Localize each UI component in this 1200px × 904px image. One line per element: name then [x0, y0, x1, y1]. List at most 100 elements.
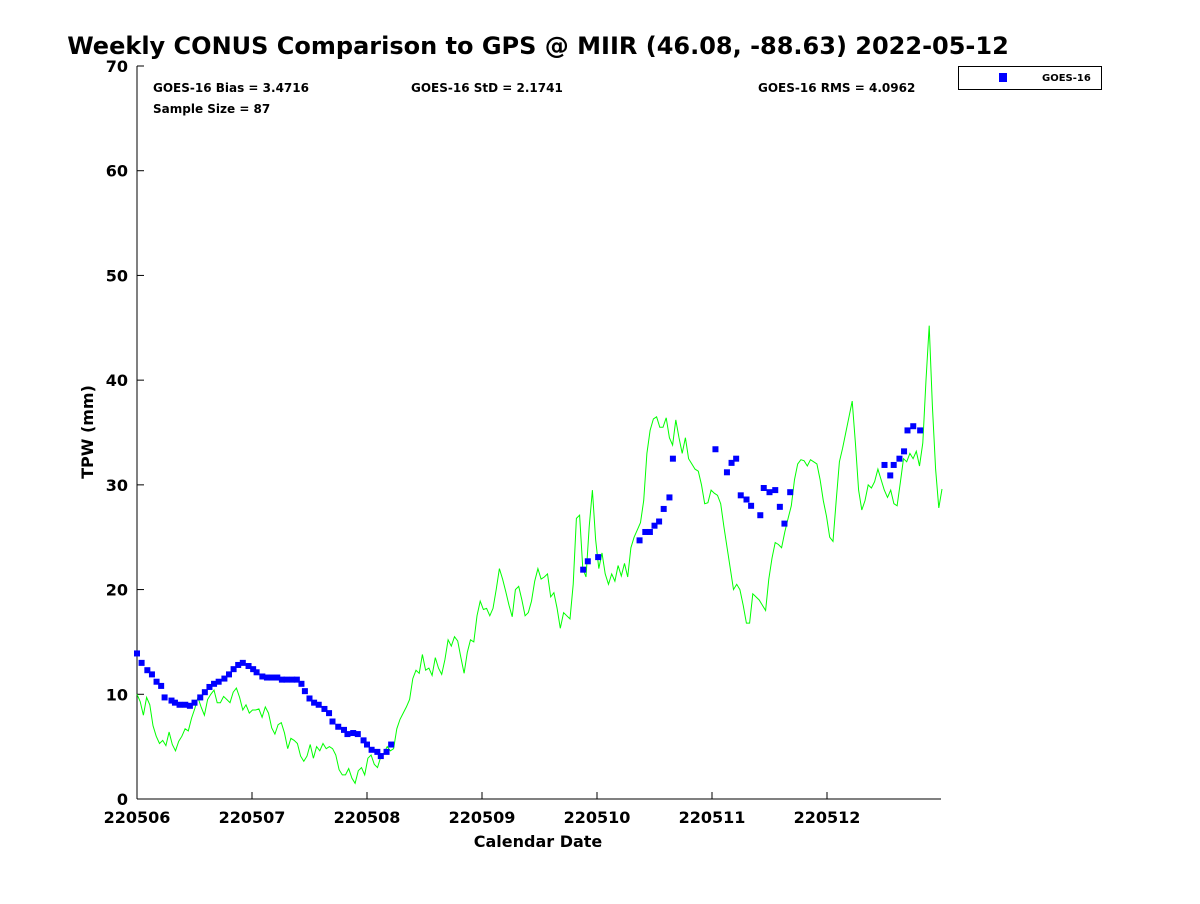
goes-point	[268, 674, 275, 681]
x-tick-label: 220508	[334, 808, 401, 827]
stat-sample-size: Sample Size = 87	[153, 102, 270, 116]
goes-point	[306, 695, 313, 702]
goes-point	[250, 666, 257, 673]
y-tick-label: 10	[106, 685, 128, 704]
goes-point	[201, 689, 208, 696]
goes-point	[335, 723, 342, 730]
goes-point	[186, 702, 193, 709]
legend-marker-goes	[999, 73, 1007, 82]
x-tick-label: 220506	[104, 808, 171, 827]
goes-point	[737, 492, 744, 499]
chart-title: Weekly CONUS Comparison to GPS @ MIIR (4…	[67, 32, 1009, 60]
goes-point	[368, 746, 375, 753]
gps-series	[136, 325, 943, 785]
goes-point	[666, 494, 673, 501]
goes-point	[239, 659, 246, 666]
goes-point	[215, 678, 222, 685]
goes-point	[760, 484, 767, 491]
goes-point	[263, 674, 270, 681]
stat-std: GOES-16 StD = 2.1741	[411, 81, 563, 95]
goes-point	[772, 487, 779, 494]
goes-point	[278, 676, 285, 683]
goes-point	[283, 676, 290, 683]
goes-point	[298, 680, 305, 687]
goes-point	[766, 489, 773, 496]
goes-point	[144, 667, 151, 674]
goes-point	[723, 469, 730, 476]
goes-point	[289, 676, 296, 683]
goes-point	[259, 673, 266, 680]
goes-point	[206, 683, 213, 690]
y-tick-label: 0	[117, 790, 128, 809]
goes-point	[781, 520, 788, 527]
goes-point	[660, 505, 667, 512]
goes-point	[787, 489, 794, 496]
gps-line	[136, 325, 943, 785]
goes-point	[712, 446, 719, 453]
y-tick-label: 50	[106, 266, 128, 285]
goes-point	[148, 671, 155, 678]
goes-point	[274, 674, 281, 681]
goes-point	[377, 753, 384, 760]
x-tick-label: 220512	[794, 808, 861, 827]
goes-point	[656, 518, 663, 525]
goes-point	[383, 748, 390, 755]
goes-point	[329, 718, 336, 725]
goes-point	[341, 726, 347, 733]
goes-point	[743, 496, 750, 503]
goes-point	[321, 705, 328, 712]
goes-point	[301, 688, 308, 695]
goes-point	[374, 748, 381, 755]
goes-point	[138, 659, 145, 666]
goes-point	[344, 731, 351, 738]
y-tick-label: 70	[106, 57, 128, 76]
goes-point	[595, 554, 602, 561]
goes-point	[896, 455, 903, 462]
y-tick-label: 40	[106, 371, 128, 390]
goes-point	[364, 741, 370, 748]
x-tick-label: 220507	[219, 808, 286, 827]
y-tick-label: 20	[106, 581, 128, 600]
goes-point	[776, 503, 783, 510]
goes-point	[890, 461, 897, 468]
goes-point	[293, 676, 300, 683]
goes-point	[176, 701, 183, 708]
goes-point	[881, 461, 888, 468]
goes-point	[360, 737, 367, 744]
goes-point	[134, 650, 140, 657]
goes-point	[211, 680, 218, 687]
legend-box	[958, 66, 1102, 90]
axes: 0 10 20 30 40 50 60 70 220506 220507 220508 220509 2…	[104, 57, 941, 827]
legend-label-goes: GOES-16	[1042, 73, 1091, 84]
goes-point	[326, 710, 333, 717]
y-tick-label: 60	[106, 162, 128, 181]
goes-point	[757, 512, 764, 519]
goes-point	[245, 663, 252, 670]
goes-point	[901, 448, 908, 455]
goes-point	[646, 528, 653, 535]
goes-point	[388, 741, 395, 748]
goes-point	[910, 423, 917, 430]
goes-point	[161, 694, 168, 701]
x-tick-label: 220511	[679, 808, 746, 827]
goes-point	[182, 701, 189, 708]
goes-point	[728, 459, 735, 466]
stat-rms: GOES-16 RMS = 4.0962	[758, 81, 915, 95]
legend: GOES-16	[958, 66, 1102, 90]
goes-point	[887, 472, 894, 479]
goes-point	[917, 427, 924, 434]
goes-point	[311, 699, 318, 706]
goes-point	[350, 730, 357, 737]
y-axis-label: TPW (mm)	[78, 385, 97, 479]
goes-point	[197, 694, 204, 701]
stat-bias: GOES-16 Bias = 3.4716	[153, 81, 309, 95]
goes-point	[230, 666, 237, 673]
goes-point	[733, 455, 740, 462]
goes-point	[748, 502, 755, 509]
goes-series	[134, 423, 924, 760]
x-tick-label: 220509	[449, 808, 516, 827]
goes-point	[253, 669, 260, 676]
goes-point	[642, 528, 649, 535]
x-tick-label: 220510	[564, 808, 631, 827]
